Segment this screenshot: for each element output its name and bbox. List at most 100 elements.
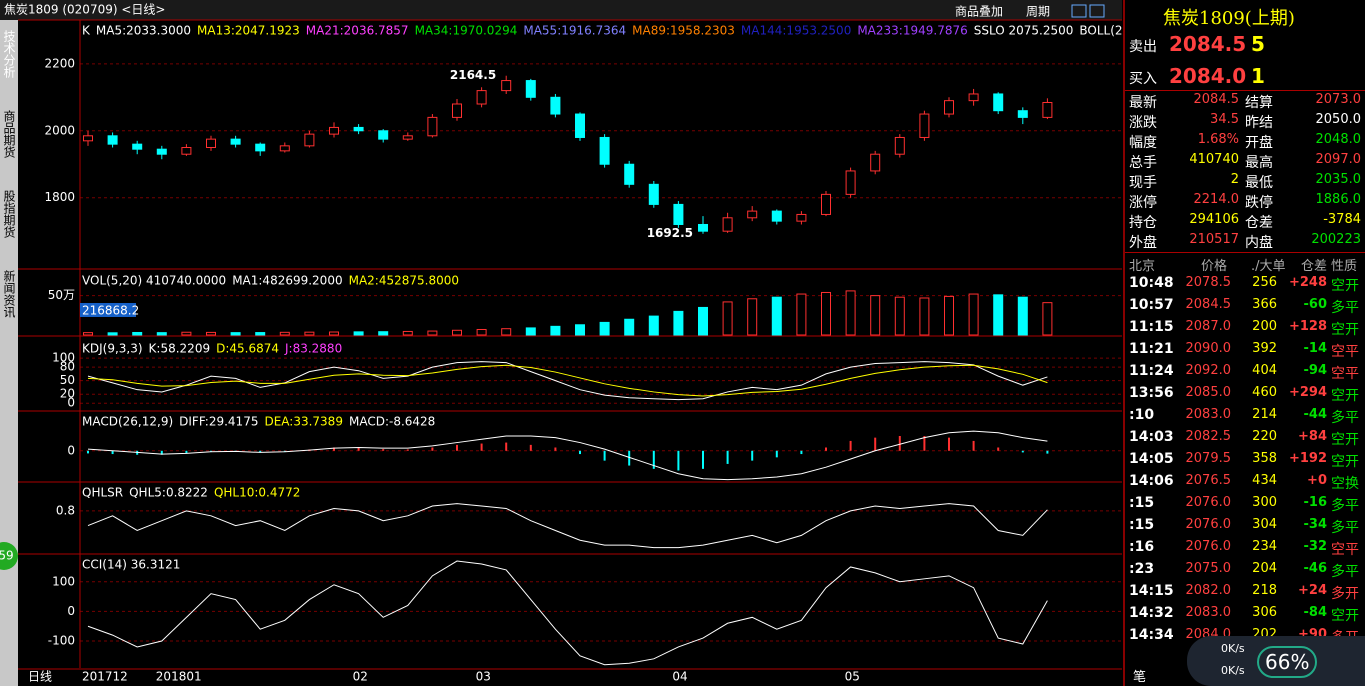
side-price: 2084.5	[1169, 32, 1247, 56]
candle-body	[427, 116, 438, 137]
trade-nature: 多平	[1331, 520, 1359, 536]
candle-body	[599, 136, 610, 165]
quote-label: 涨停	[1129, 195, 1157, 211]
volume-bar	[525, 327, 536, 336]
trade-volume: 366	[1252, 297, 1277, 312]
trade-price: 2082.0	[1185, 583, 1232, 598]
trade-header: 仓差	[1301, 259, 1328, 274]
volume-bar	[452, 329, 462, 336]
volume-bar	[230, 332, 241, 336]
volume-bar	[427, 330, 438, 336]
trade-nature: 空平	[1331, 542, 1359, 558]
quote-label: 内盘	[1245, 235, 1273, 251]
legend-item: MA21:2036.7857	[306, 24, 409, 38]
trade-nature: 空开	[1331, 432, 1359, 448]
trade-change: -46	[1303, 561, 1328, 576]
top-bar	[0, 0, 1122, 20]
icon[interactable]	[1089, 4, 1105, 18]
side-tab[interactable]: 商品期货	[2, 109, 16, 159]
candle-body	[83, 135, 93, 142]
kdj-line	[87, 364, 1048, 397]
volume-bar	[206, 331, 216, 336]
divider	[1125, 90, 1365, 91]
quote-label: 昨结	[1245, 115, 1273, 131]
y-tick-label: -100	[48, 634, 75, 648]
volume-bar	[845, 290, 856, 336]
trade-nature: 多开	[1331, 586, 1359, 602]
volume-bar	[722, 301, 733, 336]
volume-bar	[304, 331, 315, 336]
volume-bar	[279, 331, 290, 336]
quote-value: 2084.5	[1193, 92, 1240, 107]
quote-value: 1.68%	[1197, 132, 1239, 147]
candle-body	[796, 213, 807, 222]
trade-volume: 460	[1252, 385, 1277, 400]
volume-bar	[329, 331, 339, 336]
icon[interactable]	[1071, 4, 1087, 18]
side-qty: 5	[1251, 32, 1265, 56]
quote-title: 焦炭1809(上期)	[1163, 8, 1295, 29]
trade-time: 11:21	[1129, 341, 1174, 357]
volume-bar	[894, 296, 905, 336]
cursor-box	[80, 303, 136, 317]
legend-item: MA2:452875.8000	[349, 274, 459, 288]
trade-nature: 空开	[1331, 388, 1359, 404]
volume-bar	[821, 291, 831, 336]
trade-price: 2076.0	[1185, 495, 1232, 510]
candle-body	[452, 103, 462, 118]
trade-time: 13:56	[1129, 385, 1174, 401]
trade-volume: 404	[1252, 363, 1277, 378]
quote-label: 结算	[1245, 95, 1273, 111]
chart-title: 焦炭1809 (020709) <日线>	[4, 3, 165, 17]
trade-time: 10:57	[1129, 297, 1174, 313]
quote-panel: 焦炭1809(上期) 卖出 2084.5 5 买入 2084.0 1 最新 2084.5 结算 20…	[1123, 0, 1365, 686]
trade-volume: 392	[1252, 341, 1277, 356]
candle-body	[230, 138, 241, 145]
quote-value: 2073.0	[1315, 92, 1362, 107]
candle-body	[722, 217, 733, 232]
candle-body	[993, 93, 1004, 112]
trade-header: ./大单	[1251, 259, 1286, 274]
candle-body	[575, 113, 585, 138]
trade-header: 价格	[1201, 259, 1228, 274]
quote-label: 跌停	[1245, 195, 1273, 211]
footer-tab[interactable]: 笔	[1133, 670, 1147, 685]
trade-price: 2076.5	[1185, 473, 1232, 488]
legend-item: MA233:1949.7876	[857, 24, 967, 38]
trade-volume: 214	[1252, 407, 1277, 422]
candle-body	[353, 126, 364, 132]
candle-body	[181, 147, 192, 155]
x-tick-label: 04	[672, 670, 687, 684]
volume-bar	[181, 331, 192, 336]
legend-item: BOLL(26,2)	[1079, 24, 1122, 38]
trade-change: +248	[1288, 275, 1327, 290]
x-tick-label: 201712	[82, 670, 128, 684]
trade-price: 2082.5	[1185, 429, 1232, 444]
side-label: 买入	[1129, 71, 1157, 87]
legend-item: DIFF:29.4175	[179, 415, 258, 429]
trade-change: -16	[1303, 495, 1328, 510]
legend-item: QHL5:0.8222	[129, 486, 208, 500]
candle-body	[894, 136, 905, 155]
period-button[interactable]: 周期	[1026, 5, 1050, 19]
trade-volume: 218	[1252, 583, 1277, 598]
high-label: 2164.5	[450, 68, 496, 82]
overlay-button[interactable]: 商品叠加	[955, 4, 1003, 19]
legend-item: K	[82, 24, 91, 38]
trade-time: :16	[1129, 539, 1155, 555]
legend-item: MA34:1970.0294	[415, 24, 518, 38]
candle-body	[771, 210, 782, 222]
trade-time: 10:48	[1129, 275, 1174, 291]
candle-body	[206, 138, 216, 149]
trade-price: 2075.0	[1185, 561, 1232, 576]
legend-item: MA1:482699.2000	[232, 274, 342, 288]
trade-time: 14:34	[1129, 627, 1174, 643]
legend-item: QHL10:0.4772	[214, 486, 300, 500]
side-tab[interactable]: 新闻资讯	[2, 269, 16, 319]
side-tab[interactable]: 股指期货	[2, 190, 16, 239]
quote-value: 410740	[1189, 152, 1239, 167]
quote-value: 2097.0	[1315, 152, 1362, 167]
quote-value: 200223	[1311, 232, 1361, 247]
x-tick-label: 05	[845, 670, 860, 684]
side-tab[interactable]: 技术分析	[2, 30, 16, 79]
